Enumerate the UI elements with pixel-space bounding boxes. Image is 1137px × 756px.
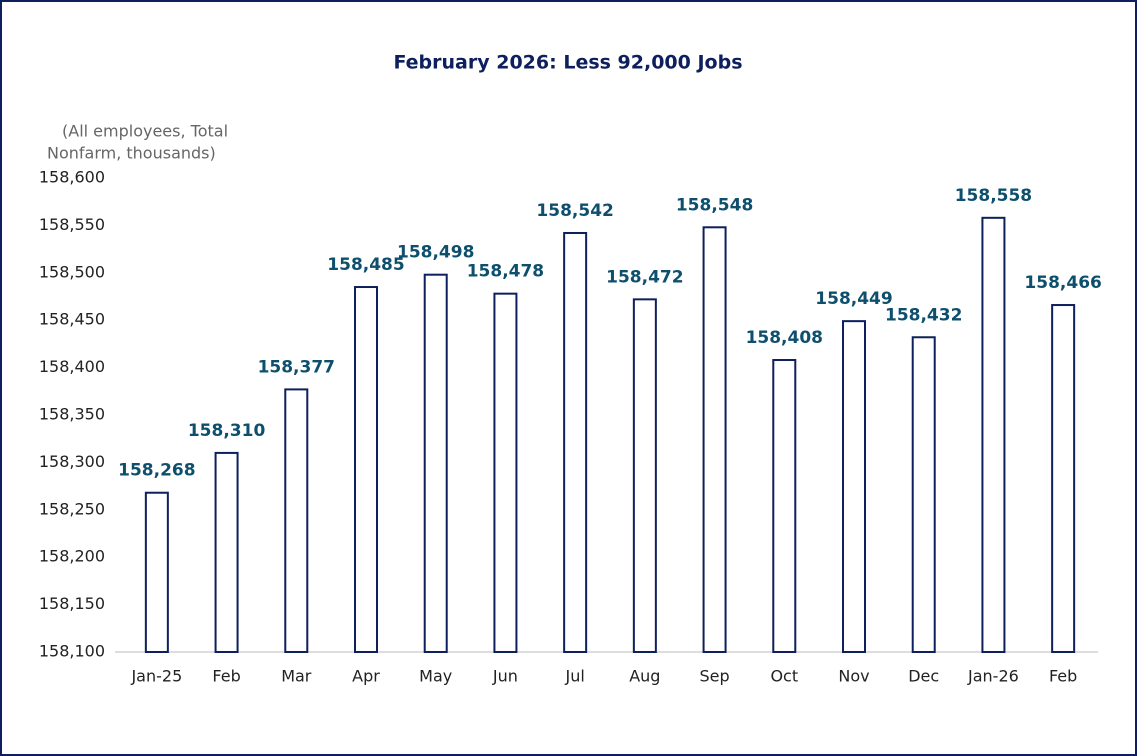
x-tick-label: Jun — [492, 667, 518, 686]
x-tick-label: Nov — [838, 667, 869, 686]
bar — [144, 491, 169, 653]
y-tick-label: 158,400 — [39, 357, 105, 376]
x-tick-label: May — [419, 667, 452, 686]
x-tick-label: Feb — [212, 667, 240, 686]
chart-title: February 2026: Less 92,000 Jobs — [393, 52, 742, 74]
y-tick-label: 158,100 — [39, 642, 105, 661]
value-label: 158,542 — [536, 201, 613, 221]
y-axis-label: (All employees, Total — [62, 122, 228, 141]
x-tick-label: Jan-26 — [967, 667, 1019, 686]
bar — [214, 451, 239, 654]
y-tick-label: 158,150 — [39, 594, 105, 613]
bar — [284, 388, 309, 653]
y-tick-label: 158,250 — [39, 499, 105, 518]
bar — [354, 286, 378, 653]
x-tick-label: Dec — [908, 667, 939, 686]
bar — [563, 231, 588, 653]
bar — [842, 320, 866, 653]
y-tick-label: 158,550 — [39, 215, 105, 234]
y-tick-label: 158,600 — [39, 168, 105, 187]
value-label: 158,449 — [815, 289, 892, 309]
bar — [772, 359, 797, 653]
value-label: 158,498 — [397, 243, 474, 263]
value-label: 158,485 — [327, 255, 404, 275]
value-label: 158,558 — [955, 186, 1032, 206]
value-label: 158,408 — [746, 328, 823, 348]
bar — [911, 336, 936, 653]
y-tick-label: 158,450 — [39, 310, 105, 329]
value-label: 158,432 — [885, 305, 962, 325]
value-label: 158,472 — [606, 267, 683, 287]
x-tick-label: Sep — [699, 667, 729, 686]
x-tick-label: Apr — [352, 667, 380, 686]
value-label: 158,466 — [1024, 273, 1101, 293]
value-label: 158,548 — [676, 195, 753, 215]
y-tick-label: 158,200 — [39, 547, 105, 566]
x-tick-label: Feb — [1049, 667, 1077, 686]
x-tick-label: Oct — [770, 667, 798, 686]
y-axis-label: Nonfarm, thousands) — [47, 144, 216, 163]
value-label: 158,310 — [188, 421, 266, 441]
bar — [493, 292, 518, 653]
x-tick-label: Jan-25 — [130, 667, 182, 686]
y-tick-label: 158,350 — [39, 405, 105, 424]
value-label: 158,268 — [118, 461, 195, 481]
value-label: 158,377 — [258, 357, 335, 377]
bar — [981, 216, 1006, 653]
y-tick-label: 158,300 — [39, 452, 105, 471]
x-tick-label: Aug — [629, 667, 660, 686]
value-label: 158,478 — [467, 262, 544, 282]
x-tick-label: Jul — [564, 667, 584, 686]
x-tick-label: Mar — [281, 667, 312, 686]
bar — [423, 273, 448, 653]
bar — [702, 226, 727, 654]
bar — [632, 298, 657, 653]
bar — [1051, 304, 1076, 653]
y-tick-label: 158,500 — [39, 262, 105, 281]
